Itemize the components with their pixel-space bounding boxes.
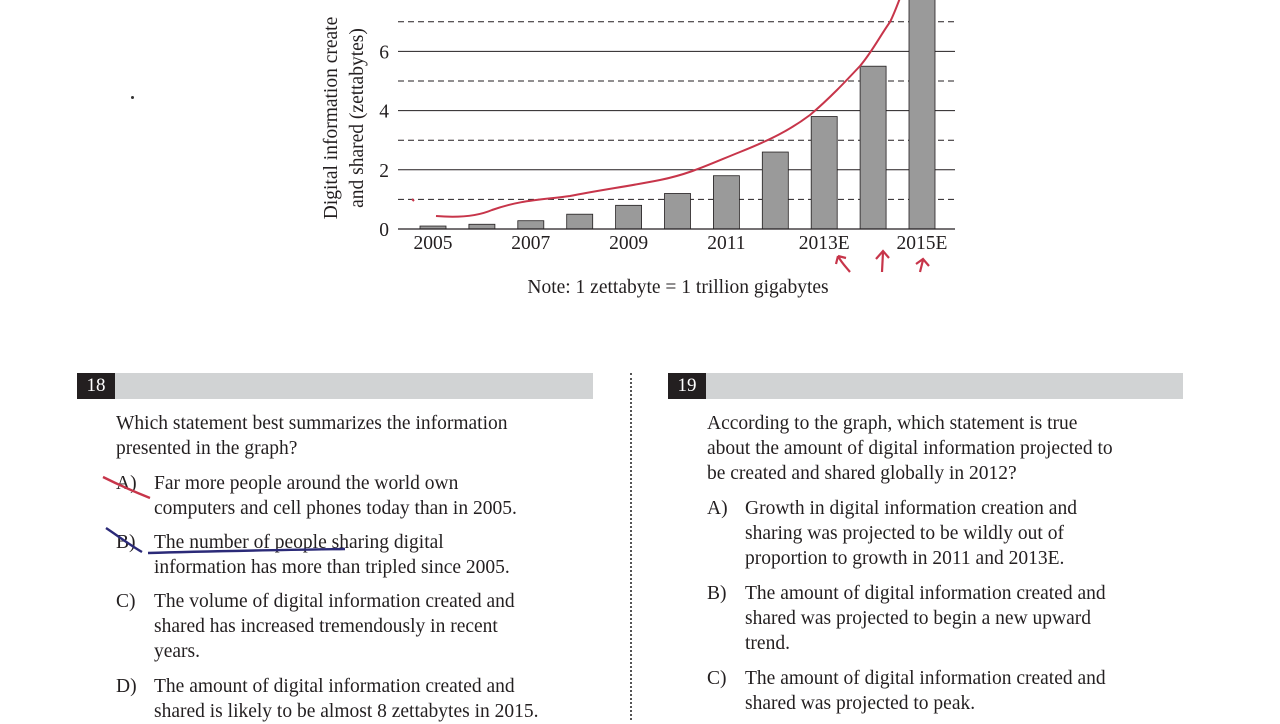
choice-letter: C) bbox=[707, 668, 727, 689]
chart-bars bbox=[419, 0, 936, 230]
q18-choice-c[interactable]: C) The volume of digital information cre… bbox=[116, 589, 596, 664]
bar bbox=[713, 175, 740, 230]
choice-letter: A) bbox=[707, 498, 728, 519]
chart-note: Note: 1 zettabyte = 1 trillion gigabytes bbox=[527, 277, 828, 298]
question-19-stem: According to the graph, which statement … bbox=[707, 413, 1113, 484]
choice-text: The volume of digital information create… bbox=[154, 591, 515, 662]
choice-letter: A) bbox=[116, 473, 137, 494]
choice-text: The amount of digital information create… bbox=[745, 583, 1106, 654]
y-tick-label: 4 bbox=[379, 102, 389, 123]
question-19-header: 19 bbox=[668, 373, 1183, 399]
choice-text: The amount of digital information create… bbox=[745, 668, 1106, 714]
q19-choice-b[interactable]: B) The amount of digital information cre… bbox=[707, 581, 1187, 656]
bar bbox=[859, 65, 887, 230]
bar bbox=[517, 220, 545, 230]
question-18-stem: Which statement best summarizes the info… bbox=[116, 413, 508, 459]
question-19-number: 19 bbox=[668, 373, 706, 399]
column-divider bbox=[630, 373, 632, 720]
choice-text: The number of people sharing digital info… bbox=[154, 532, 510, 578]
bar bbox=[761, 151, 789, 230]
x-tick-label: 2015E bbox=[897, 233, 948, 254]
q18-choice-a[interactable]: A) Far more people around the world own c… bbox=[116, 471, 596, 521]
y-axis-ticks: 0 2 4 6 bbox=[379, 42, 389, 241]
stray-dot bbox=[131, 96, 134, 99]
choice-text: The amount of digital information create… bbox=[154, 676, 539, 722]
q18-choice-d[interactable]: D) The amount of digital information cre… bbox=[116, 674, 616, 724]
bar bbox=[615, 204, 642, 230]
x-tick-label: 2005 bbox=[414, 233, 453, 254]
y-tick-label: 6 bbox=[379, 42, 389, 63]
bar bbox=[664, 193, 691, 230]
bar-chart: 0 2 4 6 2005 2007 2009 2011 2013E 2015E Digital … bbox=[321, 0, 955, 298]
bar bbox=[468, 223, 496, 230]
choice-letter: B) bbox=[707, 583, 727, 604]
x-tick-label: 2013E bbox=[799, 233, 850, 254]
x-tick-label: 2011 bbox=[707, 233, 745, 254]
choice-letter: B) bbox=[116, 532, 136, 553]
x-axis-ticks: 2005 2007 2009 2011 2013E 2015E bbox=[414, 233, 948, 254]
bar bbox=[566, 213, 594, 230]
x-tick-label: 2007 bbox=[511, 233, 550, 254]
y-tick-label: 2 bbox=[379, 161, 389, 182]
x-tick-label: 2009 bbox=[609, 233, 648, 254]
y-tick-label: 0 bbox=[379, 220, 389, 241]
bar bbox=[908, 0, 936, 230]
choice-text: Far more people around the world own comp… bbox=[154, 473, 517, 519]
y-axis-label-line1: Digital information create bbox=[321, 17, 342, 220]
choice-letter: D) bbox=[116, 676, 137, 697]
bar bbox=[810, 116, 838, 230]
q19-choice-c[interactable]: C) The amount of digital information cre… bbox=[707, 666, 1187, 716]
y-axis-label-line2: and shared (zettabytes) bbox=[347, 28, 368, 208]
q18-choice-b[interactable]: B) The number of people sharing digital i… bbox=[116, 530, 596, 580]
choice-text: Growth in digital information creation a… bbox=[745, 498, 1077, 569]
question-18-header: 18 bbox=[77, 373, 593, 399]
q19-choice-a[interactable]: A) Growth in digital information creatio… bbox=[707, 496, 1187, 571]
choice-letter: C) bbox=[116, 591, 136, 612]
question-18-number: 18 bbox=[77, 373, 115, 399]
